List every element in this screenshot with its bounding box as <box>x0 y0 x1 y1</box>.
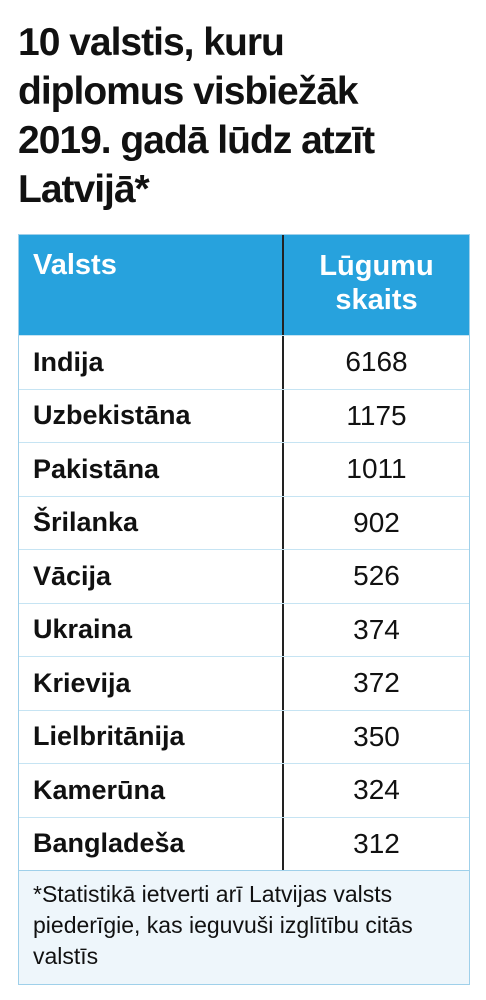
count-cell: 324 <box>353 774 400 806</box>
table-row: Ukraina 374 <box>19 602 469 656</box>
count-cell: 526 <box>353 560 400 592</box>
count-cell: 6168 <box>345 346 408 378</box>
title-line: Latvijā* <box>18 168 150 211</box>
table-row: Indija 6168 <box>19 335 469 389</box>
country-cell: Ukraina <box>19 603 284 656</box>
title-line: 10 valstis, kuru <box>18 21 285 64</box>
table-header: Valsts Lūgumu skaits <box>19 235 469 335</box>
count-cell: 374 <box>353 613 400 645</box>
header-cell: Valsts <box>19 235 284 335</box>
table-row: Kamerūna 324 <box>19 763 469 817</box>
table-row: Pakistāna 1011 <box>19 442 469 496</box>
country-cell: Krievija <box>19 657 284 710</box>
table-row: Bangladeša 312 <box>19 816 469 870</box>
table-row: Lielbritānija 350 <box>19 709 469 763</box>
country-cell: Bangladeša <box>19 817 284 870</box>
table-row: Uzbekistāna 1175 <box>19 388 469 442</box>
table-row: Šrilanka 902 <box>19 495 469 549</box>
country-cell: Vācija <box>19 550 284 603</box>
table-row: Vācija 526 <box>19 549 469 603</box>
country-cell: Lielbritānija <box>19 710 284 763</box>
country-cell: Šrilanka <box>19 496 284 549</box>
count-cell: 312 <box>353 827 400 859</box>
count-cell: 1011 <box>346 453 407 485</box>
title-line: diplomus visbiežāk <box>18 70 359 113</box>
country-cell: Kamerūna <box>19 764 284 817</box>
title-line: 2019. gadā lūdz atzīt <box>18 119 375 162</box>
table: Valsts Lūgumu skaits Indija 6168 Uzbekistā… <box>18 234 470 985</box>
table-row: Krievija 372 <box>19 656 469 710</box>
count-cell: 1175 <box>346 399 407 431</box>
country-cell: Indija <box>19 336 284 389</box>
country-cell: Uzbekistāna <box>19 389 284 442</box>
count-cell: 350 <box>353 720 400 752</box>
country-cell: Pakistāna <box>19 443 284 496</box>
title: 10 valstis, kuru diplomus visbiežāk 2019. … <box>18 18 478 214</box>
table-body: Indija 6168 Uzbekistāna 1175 Pakistāna 1011 Šr… <box>19 335 469 870</box>
count-cell: 372 <box>353 667 400 699</box>
footnote: *Statistikā ietverti arī Latvijas valsts… <box>19 870 469 984</box>
count-cell: 902 <box>353 506 400 538</box>
header-cell: Lūgumu skaits <box>319 250 434 316</box>
